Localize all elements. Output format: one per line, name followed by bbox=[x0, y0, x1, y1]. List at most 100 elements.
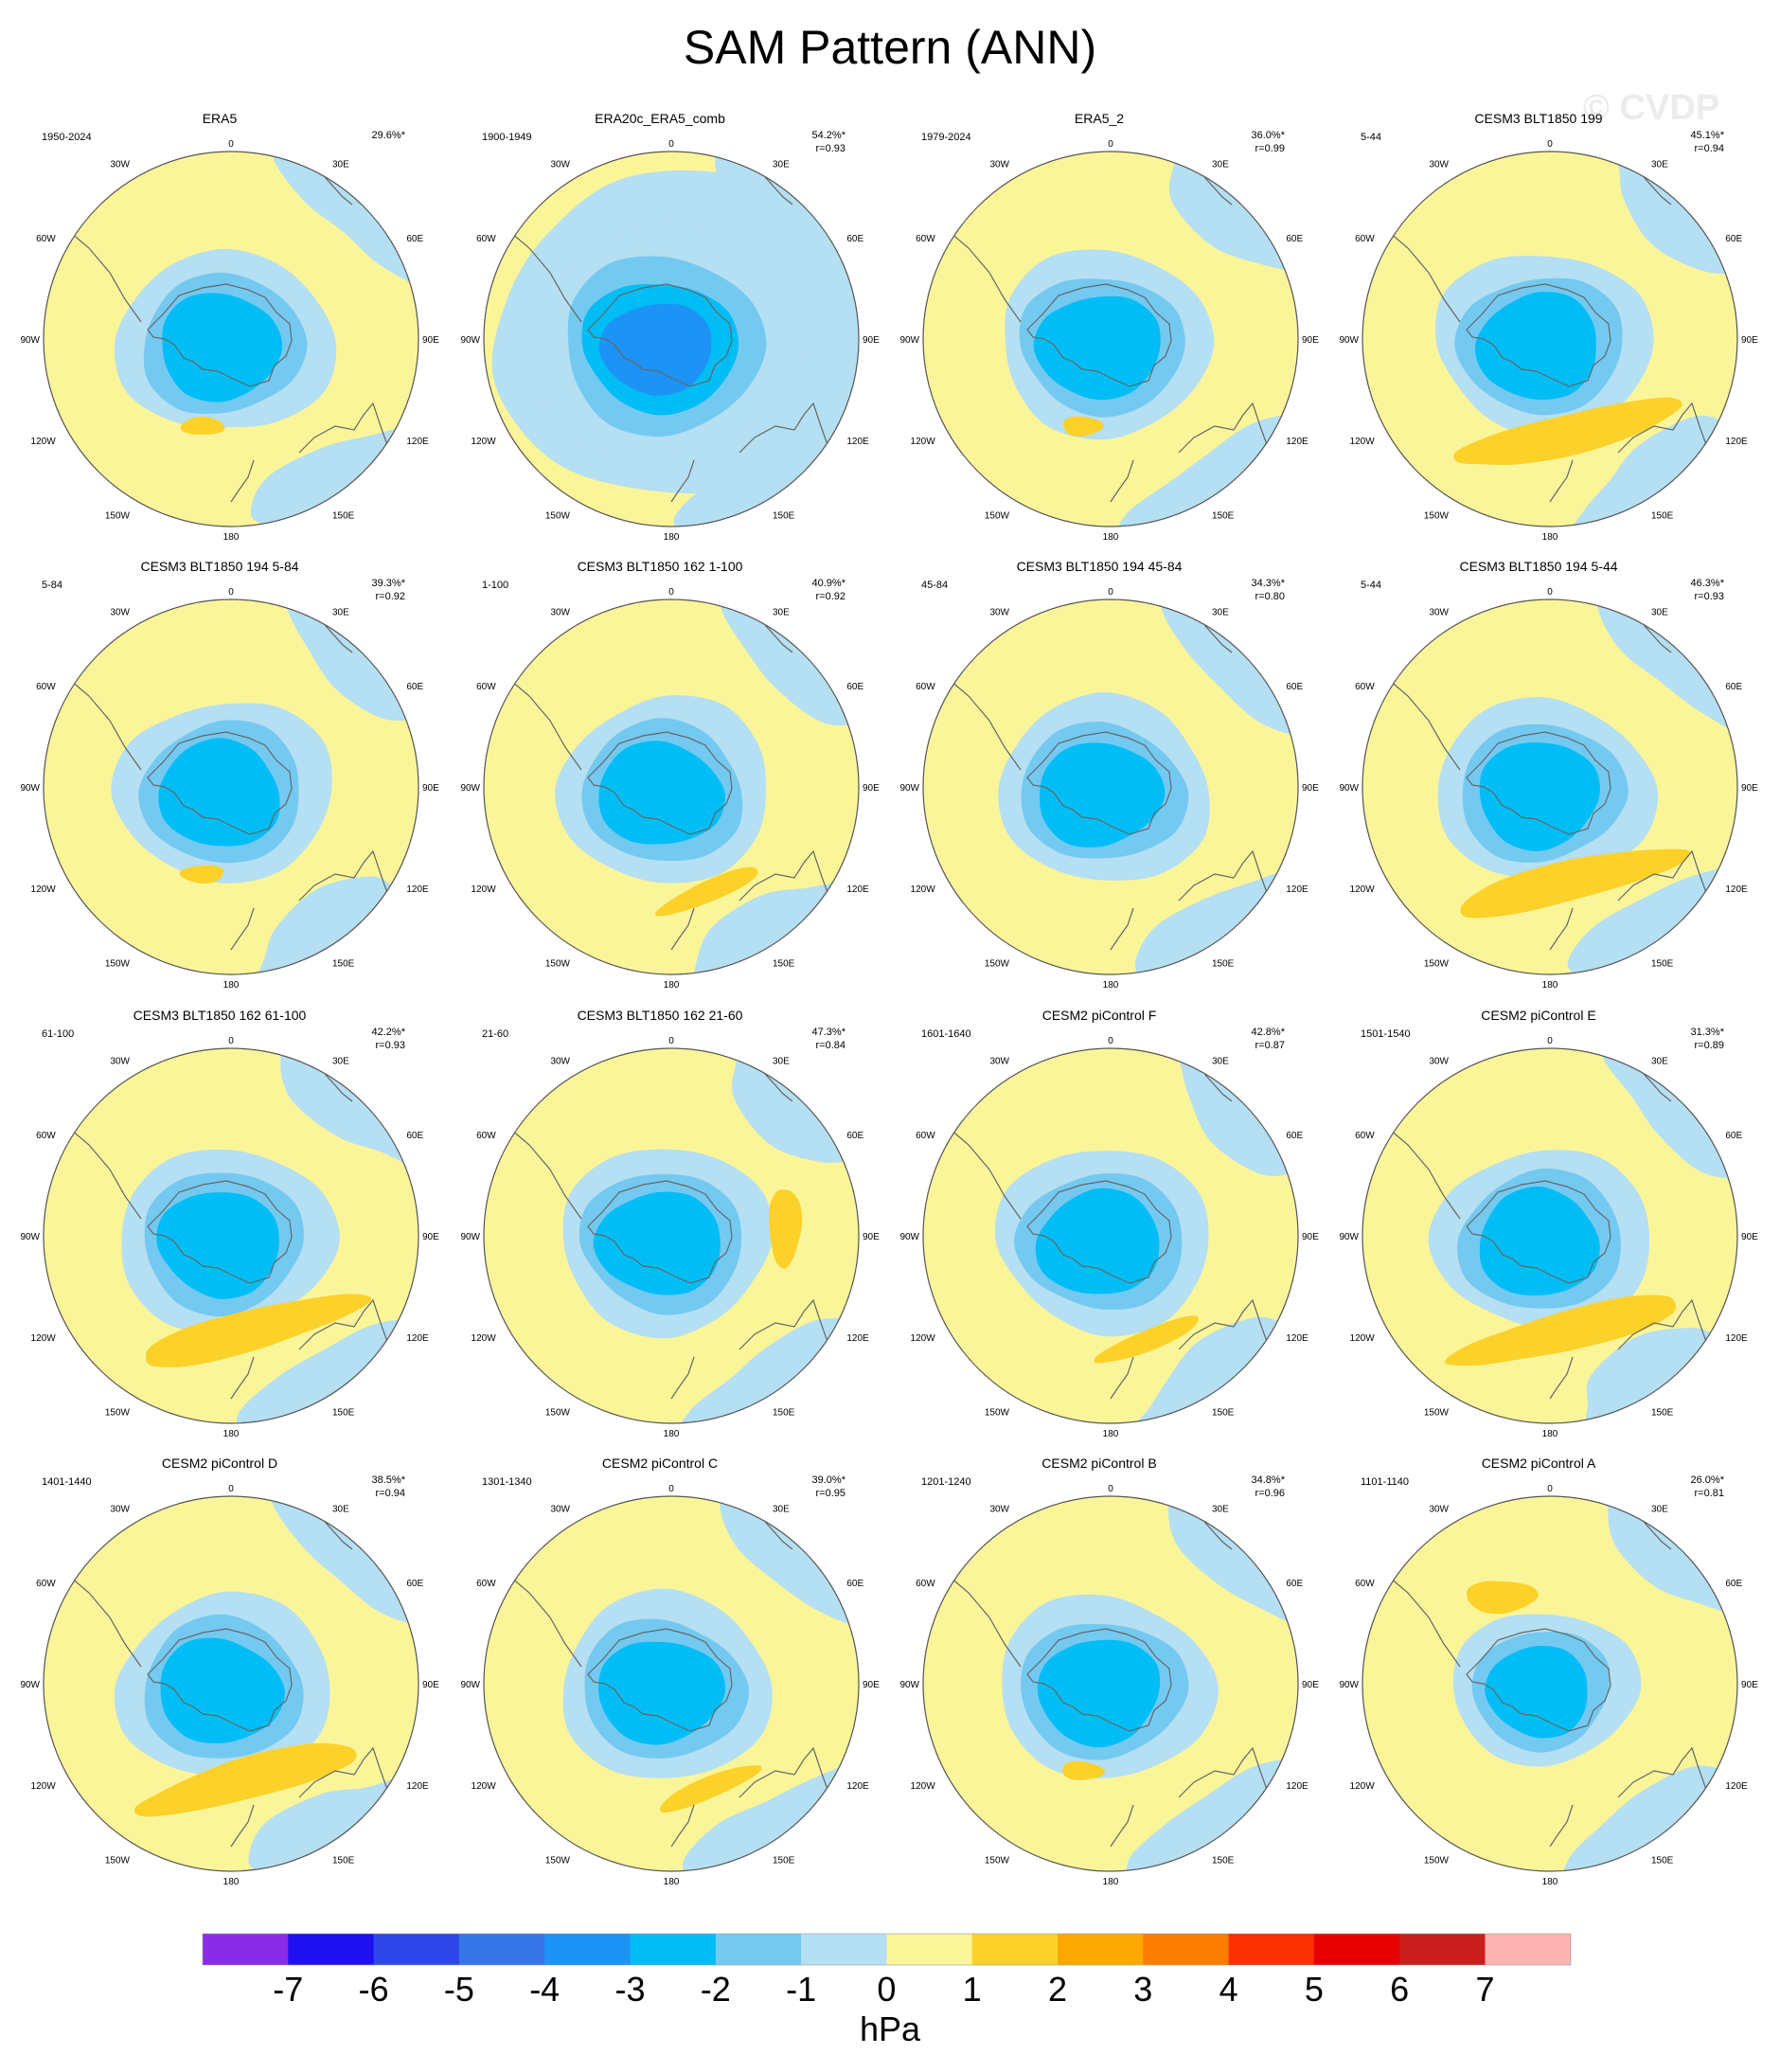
longitude-label: 120W bbox=[472, 884, 497, 895]
longitude-label: 90E bbox=[1741, 335, 1758, 346]
longitude-label: 60E bbox=[406, 682, 423, 692]
longitude-label: 120E bbox=[846, 1781, 869, 1792]
longitude-label: 60E bbox=[406, 1579, 423, 1589]
longitude-label: 60W bbox=[476, 1579, 496, 1589]
longitude-label: 30E bbox=[332, 1057, 349, 1067]
map-panel: ERA5 1950-2024 29.6%* 0 30E 60E 90E 120E 150E 180… bbox=[20, 111, 439, 543]
panel-period: 5-84 bbox=[42, 580, 62, 591]
panel-title: ERA20c_ERA5_comb bbox=[595, 111, 725, 126]
longitude-label: 90E bbox=[422, 1232, 439, 1242]
longitude-label: 0 bbox=[228, 1036, 234, 1046]
colorbar-tick-label: 5 bbox=[1305, 1970, 1324, 2009]
contour-level-2 bbox=[1460, 848, 1691, 919]
map-panels-grid: ERA5 1950-2024 29.6%* 0 30E 60E 90E 120E 150E 180… bbox=[20, 111, 1758, 1887]
longitude-label: 150E bbox=[1212, 958, 1235, 969]
longitude-label: 120E bbox=[406, 884, 429, 895]
longitude-label: 120E bbox=[1725, 437, 1748, 447]
panel-title: CESM2 piControl C bbox=[602, 1456, 718, 1471]
longitude-label: 60W bbox=[36, 682, 56, 692]
panel-pattern-correlation: r=0.99 bbox=[1255, 143, 1286, 154]
longitude-label: 30W bbox=[110, 160, 130, 170]
longitude-label: 150W bbox=[1424, 958, 1450, 969]
map-panel: CESM3 BLT1850 162 1-100 1-100 40.9%* r=0.92… bbox=[460, 559, 880, 991]
panel-period: 1301-1340 bbox=[482, 1476, 532, 1488]
longitude-label: 30W bbox=[1429, 608, 1449, 618]
longitude-label: 0 bbox=[1108, 139, 1113, 150]
longitude-label: 30W bbox=[550, 1505, 570, 1515]
map-boundary bbox=[922, 1047, 1299, 1424]
longitude-label: 30E bbox=[1651, 1057, 1668, 1067]
longitude-label: 120W bbox=[1350, 1781, 1376, 1792]
colorbar-swatch bbox=[971, 1934, 1059, 1965]
longitude-label: 180 bbox=[664, 532, 680, 543]
longitude-label: 120W bbox=[31, 1781, 57, 1792]
longitude-label: 120W bbox=[472, 437, 497, 447]
longitude-label: 30W bbox=[1429, 1505, 1449, 1515]
colorbar-tick-label: -2 bbox=[701, 1970, 731, 2009]
longitude-label: 90W bbox=[20, 783, 40, 794]
longitude-label: 60W bbox=[1355, 1579, 1375, 1589]
colorbar-tick-label: 0 bbox=[877, 1970, 896, 2009]
contour-level-2 bbox=[179, 865, 223, 884]
longitude-label: 180 bbox=[664, 1429, 680, 1439]
contour-level-2 bbox=[654, 866, 758, 917]
map-boundary bbox=[1362, 1047, 1738, 1424]
longitude-label: 90W bbox=[1339, 1680, 1359, 1690]
longitude-label: 150E bbox=[1651, 958, 1674, 969]
new-zealand-coastline bbox=[1549, 1804, 1574, 1848]
contour-level-neg2 bbox=[1033, 295, 1161, 401]
contour-level-neg2 bbox=[1479, 742, 1600, 851]
antarctica-coastline bbox=[1466, 731, 1611, 835]
panel-explained-variance: 39.0%* bbox=[812, 1474, 846, 1486]
contour-level-2 bbox=[134, 1742, 357, 1817]
longitude-label: 30E bbox=[1651, 160, 1668, 170]
panel-pattern-correlation: r=0.93 bbox=[376, 1040, 406, 1051]
longitude-label: 30E bbox=[332, 1505, 349, 1515]
panel-pattern-correlation: r=0.93 bbox=[1695, 591, 1725, 602]
longitude-label: 120W bbox=[911, 437, 936, 447]
map-panel: CESM3 BLT1850 194 5-84 5-84 39.3%* r=0.92 0 3… bbox=[20, 559, 439, 991]
longitude-label: 90E bbox=[422, 783, 439, 794]
new-zealand-coastline bbox=[670, 459, 695, 503]
longitude-label: 90W bbox=[899, 335, 919, 346]
longitude-label: 0 bbox=[668, 139, 674, 150]
colorbar-tick-label: -6 bbox=[359, 1970, 389, 2009]
panel-title: CESM3 BLT1850 194 5-84 bbox=[140, 559, 298, 574]
colorbar-swatch bbox=[630, 1934, 717, 1965]
panel-pattern-correlation: r=0.87 bbox=[1255, 1040, 1286, 1051]
colorbar-tick-label: -4 bbox=[529, 1970, 560, 2009]
panel-explained-variance: 46.3%* bbox=[1691, 578, 1725, 589]
new-zealand-coastline bbox=[1110, 907, 1134, 951]
longitude-label: 60E bbox=[1286, 1131, 1303, 1141]
longitude-label: 180 bbox=[223, 980, 240, 991]
contour-level-neg2 bbox=[598, 741, 725, 845]
longitude-label: 30E bbox=[773, 1057, 790, 1067]
colorbar-swatch bbox=[1313, 1934, 1400, 1965]
longitude-label: 180 bbox=[223, 532, 240, 543]
longitude-label: 60W bbox=[1355, 682, 1375, 692]
new-zealand-coastline bbox=[1110, 1356, 1134, 1400]
panel-explained-variance: 34.8%* bbox=[1252, 1474, 1286, 1486]
new-zealand-coastline bbox=[230, 459, 255, 503]
longitude-label: 90E bbox=[1302, 1680, 1319, 1690]
panel-pattern-correlation: r=0.92 bbox=[376, 591, 406, 602]
panel-explained-variance: 40.9%* bbox=[812, 578, 846, 589]
longitude-label: 30W bbox=[110, 1505, 130, 1515]
longitude-label: 120E bbox=[1725, 1333, 1748, 1344]
longitude-label: 120E bbox=[846, 884, 869, 895]
longitude-label: 0 bbox=[1547, 1036, 1553, 1046]
longitude-label: 90E bbox=[1741, 1680, 1758, 1690]
new-zealand-coastline bbox=[230, 1356, 255, 1400]
longitude-label: 60W bbox=[916, 682, 935, 692]
longitude-label: 0 bbox=[1547, 1484, 1553, 1494]
longitude-label: 150W bbox=[105, 958, 131, 969]
longitude-label: 150W bbox=[545, 510, 571, 521]
map-boundary bbox=[922, 598, 1299, 975]
longitude-label: 60W bbox=[476, 682, 496, 692]
longitude-label: 150E bbox=[773, 1855, 795, 1866]
longitude-label: 150W bbox=[105, 510, 131, 521]
longitude-label: 60E bbox=[1725, 682, 1742, 692]
longitude-label: 0 bbox=[668, 587, 674, 598]
colorbar-units-label: hPa bbox=[860, 2009, 921, 2048]
panel-period: 1501-1540 bbox=[1361, 1028, 1411, 1040]
